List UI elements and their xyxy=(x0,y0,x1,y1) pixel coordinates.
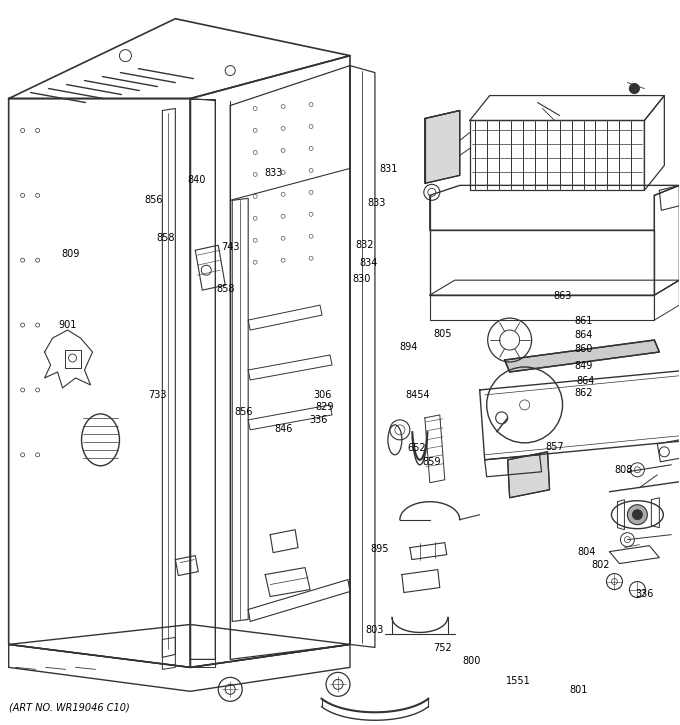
Text: 306: 306 xyxy=(313,390,331,400)
Circle shape xyxy=(35,453,39,457)
Text: 846: 846 xyxy=(274,424,292,434)
Circle shape xyxy=(253,216,257,220)
Circle shape xyxy=(253,173,257,176)
Circle shape xyxy=(630,83,639,94)
Circle shape xyxy=(309,125,313,128)
Circle shape xyxy=(35,388,39,392)
Text: 800: 800 xyxy=(462,655,481,666)
Circle shape xyxy=(253,239,257,242)
Text: 802: 802 xyxy=(591,560,609,570)
Circle shape xyxy=(309,256,313,260)
Text: 8454: 8454 xyxy=(406,390,430,400)
Text: 894: 894 xyxy=(400,341,418,352)
Circle shape xyxy=(520,400,530,410)
Circle shape xyxy=(309,212,313,216)
Circle shape xyxy=(634,467,641,473)
Text: 832: 832 xyxy=(355,240,373,250)
Text: 862: 862 xyxy=(574,388,593,398)
Circle shape xyxy=(35,194,39,197)
Text: 831: 831 xyxy=(379,164,398,173)
Polygon shape xyxy=(505,340,660,372)
Text: 652: 652 xyxy=(408,443,426,453)
Text: 803: 803 xyxy=(366,625,384,635)
Text: 859: 859 xyxy=(423,457,441,467)
Text: 830: 830 xyxy=(352,274,371,284)
Circle shape xyxy=(309,191,313,194)
Text: 863: 863 xyxy=(554,291,572,301)
Circle shape xyxy=(624,536,630,542)
Text: 858: 858 xyxy=(216,283,235,294)
Text: 858: 858 xyxy=(157,233,175,243)
Text: 860: 860 xyxy=(574,344,592,355)
Text: 861: 861 xyxy=(574,315,592,326)
Circle shape xyxy=(20,128,24,133)
Circle shape xyxy=(632,510,643,520)
Text: 809: 809 xyxy=(62,249,80,259)
Polygon shape xyxy=(425,110,460,183)
Polygon shape xyxy=(508,452,549,498)
Circle shape xyxy=(20,453,24,457)
Circle shape xyxy=(628,505,647,525)
Text: 752: 752 xyxy=(434,643,452,653)
Circle shape xyxy=(281,215,285,218)
Text: 808: 808 xyxy=(615,465,633,475)
Circle shape xyxy=(281,170,285,175)
Text: 804: 804 xyxy=(577,547,596,557)
Circle shape xyxy=(281,192,285,196)
Text: 833: 833 xyxy=(367,199,386,208)
Text: 336: 336 xyxy=(635,589,653,599)
Text: 857: 857 xyxy=(545,442,564,452)
Text: 864: 864 xyxy=(576,376,594,386)
Circle shape xyxy=(281,258,285,262)
Circle shape xyxy=(253,107,257,110)
Text: 901: 901 xyxy=(58,320,77,330)
Text: 849: 849 xyxy=(574,361,592,371)
Circle shape xyxy=(281,149,285,152)
Circle shape xyxy=(309,168,313,173)
Text: 1551: 1551 xyxy=(506,676,531,686)
Circle shape xyxy=(35,323,39,327)
Text: 801: 801 xyxy=(569,684,588,695)
Text: 895: 895 xyxy=(371,544,389,554)
Circle shape xyxy=(253,194,257,199)
Text: 829: 829 xyxy=(315,402,333,413)
Circle shape xyxy=(20,258,24,262)
Circle shape xyxy=(281,104,285,109)
Text: 856: 856 xyxy=(145,195,163,204)
Circle shape xyxy=(253,150,257,154)
Circle shape xyxy=(309,102,313,107)
Circle shape xyxy=(253,260,257,264)
Text: 833: 833 xyxy=(264,168,282,178)
Circle shape xyxy=(20,388,24,392)
Circle shape xyxy=(35,128,39,133)
Circle shape xyxy=(281,126,285,130)
Text: 733: 733 xyxy=(149,390,167,400)
Circle shape xyxy=(20,323,24,327)
Circle shape xyxy=(309,234,313,239)
Text: 805: 805 xyxy=(434,328,452,339)
Text: 834: 834 xyxy=(359,257,377,268)
Circle shape xyxy=(309,146,313,150)
Text: 856: 856 xyxy=(235,407,254,417)
Circle shape xyxy=(253,128,257,133)
Text: 864: 864 xyxy=(574,330,592,340)
Circle shape xyxy=(20,194,24,197)
Text: (ART NO. WR19046 C10): (ART NO. WR19046 C10) xyxy=(9,703,129,712)
Text: 336: 336 xyxy=(309,415,328,426)
Text: 840: 840 xyxy=(187,175,205,185)
Circle shape xyxy=(35,258,39,262)
Text: 743: 743 xyxy=(221,241,240,252)
Circle shape xyxy=(281,236,285,240)
